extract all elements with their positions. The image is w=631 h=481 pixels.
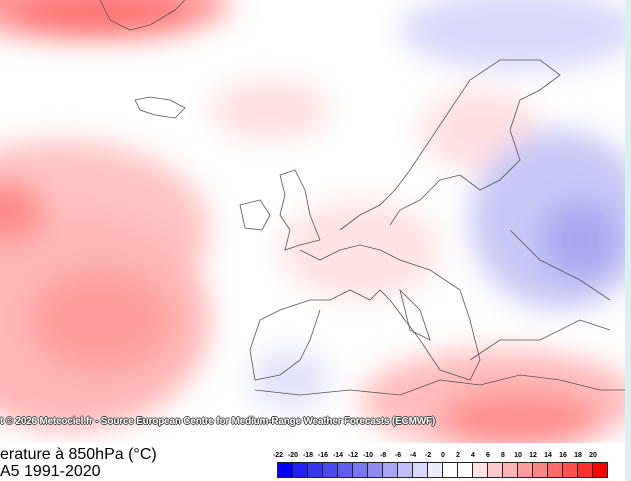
colorbar-cell bbox=[443, 463, 458, 477]
colorbar-label: 18 bbox=[574, 452, 582, 459]
colorbar-label: -4 bbox=[409, 452, 417, 459]
map-subtitle: A5 1991-2020 bbox=[0, 463, 101, 480]
colorbar-cell bbox=[533, 463, 548, 477]
temperature-anomaly-map bbox=[0, 0, 625, 443]
anomaly-shading bbox=[0, 0, 625, 443]
colorbar-label: -16 bbox=[317, 452, 329, 459]
source-credit: t © 2026 Meteociel.fr - Source European … bbox=[0, 416, 436, 427]
colorbar-label: -10 bbox=[362, 452, 374, 459]
colorbar-label: 2 bbox=[456, 452, 460, 459]
anomaly-field bbox=[0, 0, 625, 443]
colorbar-cell bbox=[473, 463, 488, 477]
colorbar-label: 12 bbox=[529, 452, 537, 459]
colorbar bbox=[277, 462, 608, 478]
colorbar-label: 16 bbox=[559, 452, 567, 459]
colorbar-cell bbox=[293, 463, 308, 477]
colorbar-label: 0 bbox=[441, 452, 445, 459]
colorbar-cell bbox=[458, 463, 473, 477]
colorbar-cell bbox=[338, 463, 353, 477]
colorbar-label: -18 bbox=[302, 452, 314, 459]
colorbar-cell bbox=[398, 463, 413, 477]
colorbar-cell bbox=[323, 463, 338, 477]
colorbar-cell bbox=[413, 463, 428, 477]
colorbar-cell bbox=[368, 463, 383, 477]
colorbar-cell bbox=[548, 463, 563, 477]
colorbar-cell bbox=[308, 463, 323, 477]
colorbar-cell bbox=[488, 463, 503, 477]
colorbar-cell bbox=[353, 463, 368, 477]
colorbar-label: 14 bbox=[544, 452, 552, 459]
coastlines bbox=[99, 0, 625, 396]
colorbar-label: -14 bbox=[332, 452, 344, 459]
colorbar-label: -2 bbox=[424, 452, 432, 459]
colorbar-label: 4 bbox=[471, 452, 475, 459]
colorbar-label: 6 bbox=[486, 452, 490, 459]
colorbar-cell bbox=[578, 463, 593, 477]
colorbar-cell bbox=[428, 463, 443, 477]
colorbar-label: 8 bbox=[501, 452, 505, 459]
colorbar-cell bbox=[593, 463, 607, 477]
colorbar-label: -6 bbox=[394, 452, 402, 459]
colorbar-label: 10 bbox=[514, 452, 522, 459]
colorbar-cell bbox=[503, 463, 518, 477]
colorbar-label: 20 bbox=[589, 452, 597, 459]
right-edge-strip bbox=[625, 0, 631, 481]
colorbar-cell bbox=[383, 463, 398, 477]
colorbar-cell bbox=[278, 463, 293, 477]
map-title: erature à 850hPa (°C) bbox=[0, 446, 157, 463]
colorbar-label: -8 bbox=[379, 452, 387, 459]
colorbar-label: -12 bbox=[347, 452, 359, 459]
colorbar-label: -22 bbox=[272, 452, 284, 459]
colorbar-cell bbox=[518, 463, 533, 477]
colorbar-cell bbox=[563, 463, 578, 477]
colorbar-label: -20 bbox=[287, 452, 299, 459]
